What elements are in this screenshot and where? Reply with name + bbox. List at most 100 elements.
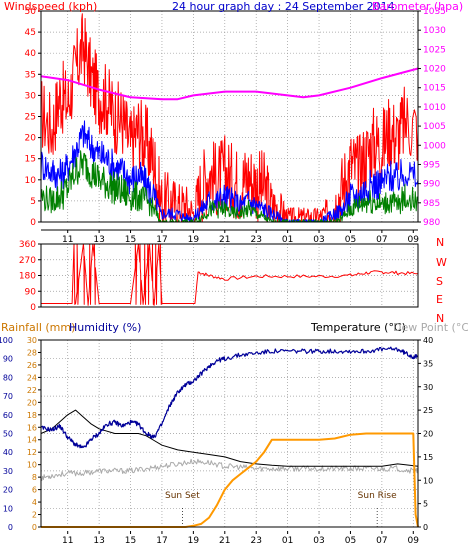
temp-ylabel-8: 40 <box>423 336 433 345</box>
wind-xlabel-3: 17 <box>156 235 167 245</box>
compass-label-0: N <box>436 236 444 249</box>
rain-ylabel-13: 26 <box>27 361 37 370</box>
humidity-ylabel-1: 10 <box>3 504 13 513</box>
rain-ylabel-12: 24 <box>27 373 37 382</box>
wind-xlabel-2: 15 <box>125 235 136 245</box>
humidity-ylabel-8: 80 <box>3 373 13 382</box>
rain-ylabel-1: 2 <box>32 511 37 520</box>
sun-marker-label-0: Sun Set <box>165 491 200 501</box>
baro-ylabel-10: 1030 <box>423 26 446 36</box>
sun-marker-label-1: Sun Rise <box>358 491 397 501</box>
dir-ylabel-0: 0 <box>30 303 36 313</box>
wind-series-speed <box>40 150 419 223</box>
wind-ylabel-2: 10 <box>25 176 37 186</box>
humidity-ylabel-0: 0 <box>8 523 13 532</box>
wind-xlabel-11: 09 <box>408 235 420 245</box>
rain-ylabel-10: 20 <box>27 398 37 407</box>
baro-ylabel-6: 1010 <box>423 103 446 113</box>
humidity-ylabel-2: 20 <box>3 486 13 495</box>
rain-ylabel-7: 14 <box>27 436 37 445</box>
baro-ylabel-7: 1015 <box>423 84 446 94</box>
baro-ylabel-11: 1035 <box>423 7 446 17</box>
baro-ylabel-4: 1000 <box>423 141 446 151</box>
compass-label-1: W <box>436 256 447 269</box>
temp-xlabel-8: 03 <box>313 536 324 546</box>
dir-ylabel-2: 180 <box>19 272 36 282</box>
baro-ylabel-5: 1005 <box>423 122 446 132</box>
wind-axis-title: Windspeed (kph) <box>4 0 97 13</box>
temperature-line <box>40 409 419 467</box>
rain-ylabel-2: 4 <box>32 498 37 507</box>
baro-ylabel-0: 980 <box>423 218 440 228</box>
wind-ylabel-1: 5 <box>30 197 36 207</box>
wind-xlabel-9: 05 <box>345 235 356 245</box>
temp-xlabel-10: 07 <box>376 536 387 546</box>
chart-title: 24 hour graph day : 24 September 2014 <box>172 0 395 13</box>
humidity-ylabel-6: 60 <box>3 411 13 420</box>
rain-ylabel-15: 30 <box>27 336 37 345</box>
dir-ylabel-3: 270 <box>19 256 36 266</box>
compass-label-2: S <box>436 275 443 288</box>
humidity-line <box>40 346 419 449</box>
wind-xlabel-0: 11 <box>62 235 73 245</box>
temp-xlabel-11: 09 <box>408 536 420 546</box>
wind-xlabel-7: 01 <box>282 235 293 245</box>
baro-ylabel-8: 1020 <box>423 65 446 75</box>
temp-axis-title: Temperature (°C) <box>310 321 406 334</box>
rain-ylabel-9: 18 <box>27 411 37 420</box>
wind-xlabel-8: 03 <box>313 235 324 245</box>
direction-plot-frame <box>40 243 419 308</box>
temp-ylabel-2: 10 <box>423 476 433 485</box>
baro-ylabel-2: 990 <box>423 180 440 190</box>
wind-ylabel-7: 35 <box>25 70 36 80</box>
rain-ylabel-8: 16 <box>27 423 37 432</box>
dir-ylabel-1: 90 <box>25 287 37 297</box>
wind-xlabel-1: 13 <box>93 235 104 245</box>
humidity-ylabel-9: 90 <box>3 355 13 364</box>
temp-xlabel-0: 11 <box>62 536 73 546</box>
compass-label-4: N <box>436 312 444 325</box>
humidity-ylabel-10: 100 <box>0 336 13 345</box>
rain-ylabel-5: 10 <box>27 461 37 470</box>
rain-ylabel-4: 8 <box>32 473 37 482</box>
wind-ylabel-0: 0 <box>30 218 36 228</box>
rainfall-line <box>41 432 419 528</box>
dewpoint-line <box>40 458 419 481</box>
wind-ylabel-10: 50 <box>25 7 37 17</box>
temp-ylabel-7: 35 <box>423 359 433 368</box>
rain-ylabel-0: 0 <box>32 523 37 532</box>
humidity-axis-title: Humidity (%) <box>69 321 141 334</box>
temp-ylabel-0: 0 <box>423 523 428 532</box>
rain-axis-title: Rainfall (mm) <box>1 321 75 334</box>
temp-ylabel-1: 5 <box>423 500 428 509</box>
wind-series-average <box>40 120 419 223</box>
rain-ylabel-3: 6 <box>32 486 37 495</box>
wind-ylabel-9: 45 <box>25 28 36 38</box>
temp-xlabel-6: 23 <box>250 536 261 546</box>
dir-ylabel-4: 360 <box>19 240 36 250</box>
temp-ylabel-3: 15 <box>423 453 433 462</box>
temp-xlabel-2: 15 <box>125 536 136 546</box>
baro-ylabel-1: 985 <box>423 199 440 209</box>
wind-series-gust <box>40 13 419 223</box>
wind-direction-line <box>41 243 418 306</box>
wind-xlabel-4: 19 <box>188 235 200 245</box>
humidity-ylabel-3: 30 <box>3 467 13 476</box>
temp-ylabel-6: 30 <box>423 383 433 392</box>
baro-ylabel-3: 995 <box>423 160 440 170</box>
rain-ylabel-11: 22 <box>27 386 37 395</box>
temp-xlabel-9: 05 <box>345 536 356 546</box>
temp-ylabel-5: 25 <box>423 406 433 415</box>
temp-xlabel-3: 17 <box>156 536 167 546</box>
temp-ylabel-4: 20 <box>423 430 433 439</box>
wind-ylabel-8: 40 <box>25 49 37 59</box>
temp-xlabel-1: 13 <box>93 536 104 546</box>
wind-ylabel-6: 30 <box>25 91 37 101</box>
wind-xlabel-6: 23 <box>250 235 261 245</box>
baro-axis-title: Barometer (hpa) <box>372 0 463 13</box>
temp-xlabel-4: 19 <box>188 536 200 546</box>
compass-label-3: E <box>436 293 443 306</box>
humidity-ylabel-7: 70 <box>3 392 13 401</box>
